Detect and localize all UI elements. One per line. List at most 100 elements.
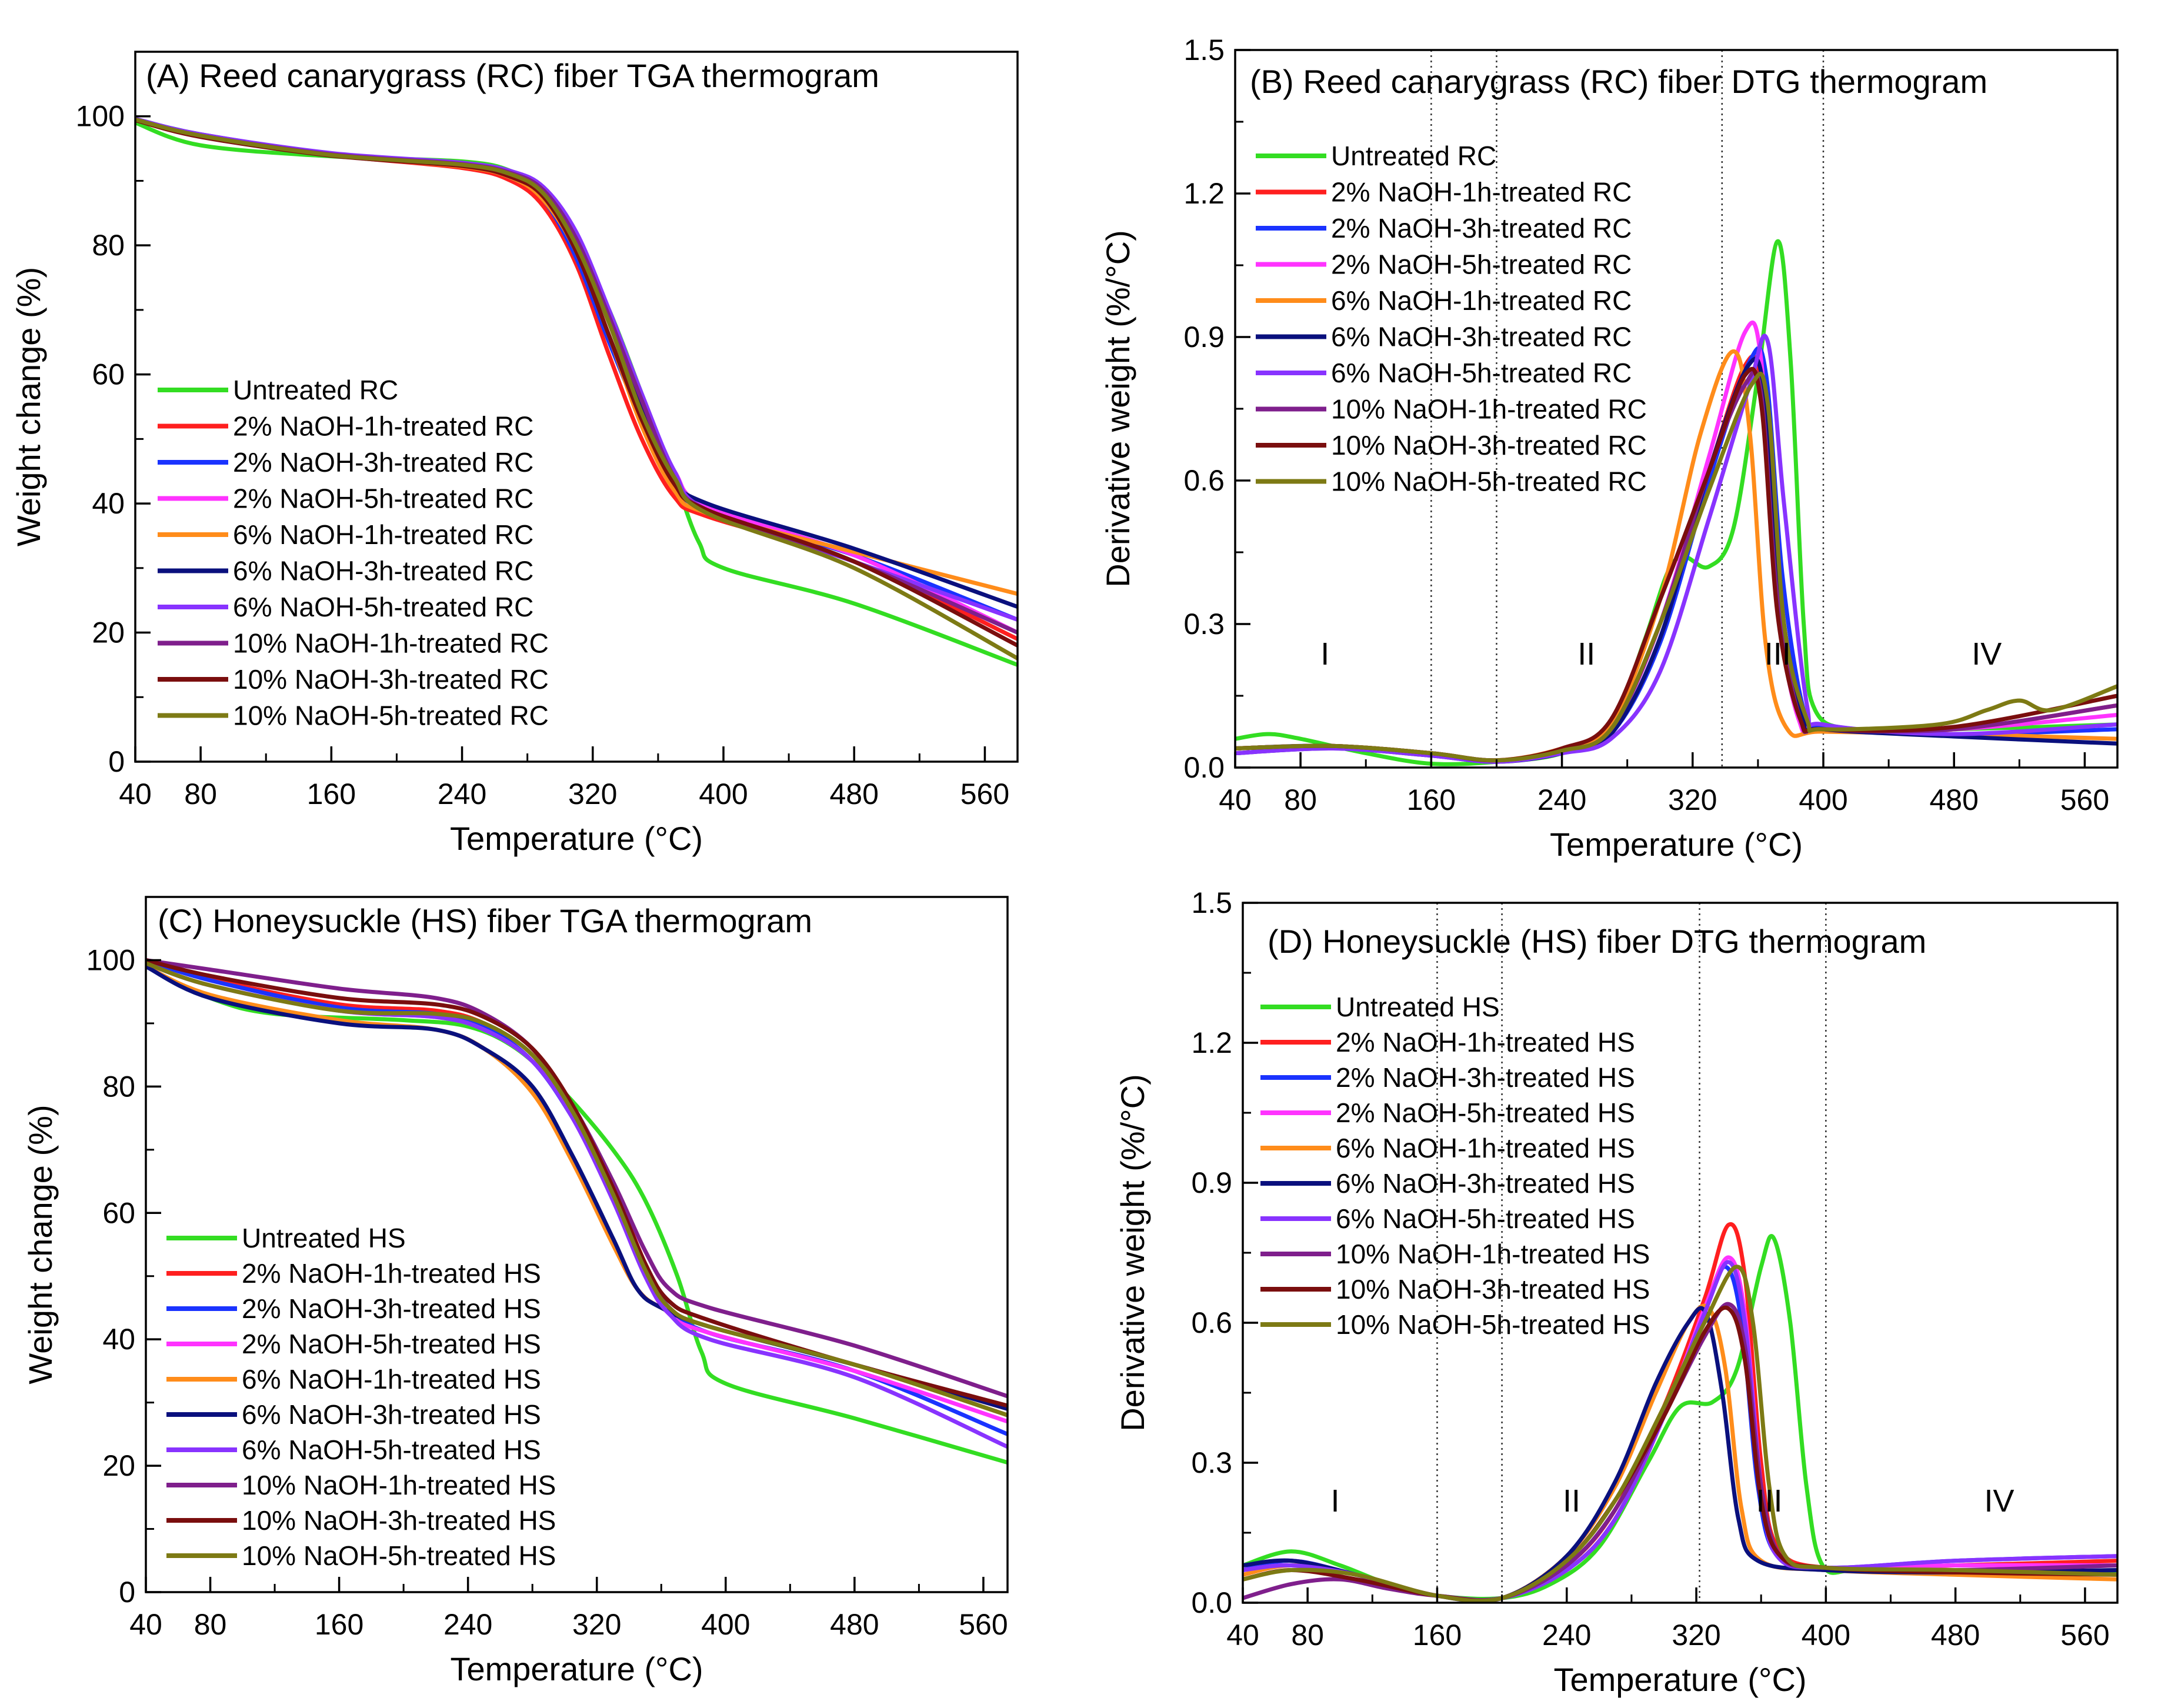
region-label: IV xyxy=(1984,1483,2014,1519)
legend-entry: 6% NaOH-5h-treated RC xyxy=(233,592,533,622)
x-tick-label: 240 xyxy=(1542,1619,1591,1652)
x-tick-label: 80 xyxy=(194,1608,227,1641)
legend-entry: 10% NaOH-3h-treated HS xyxy=(1336,1274,1650,1305)
region-label: II xyxy=(1563,1483,1580,1519)
plot-frame xyxy=(134,51,1019,763)
x-tick-label: 560 xyxy=(959,1608,1008,1641)
x-tick-label: 40 xyxy=(129,1608,162,1641)
y-tick-label: 0.9 xyxy=(1183,321,1225,353)
x-tick-label: 480 xyxy=(830,778,879,810)
panel-title: (C) Honeysuckle (HS) fiber TGA thermogra… xyxy=(158,902,812,939)
x-tick-label: 80 xyxy=(184,778,217,810)
region-label: I xyxy=(1330,1483,1339,1519)
legend: Untreated HS 2% NaOH-1h-treated HS 2% NaOH… xyxy=(1260,992,1650,1340)
x-tick-label: 240 xyxy=(438,778,486,810)
y-tick-label: 20 xyxy=(102,1449,135,1482)
x-axis-label: Temperature (°C) xyxy=(450,1650,703,1687)
panel-title: (D) Honeysuckle (HS) fiber DTG thermogra… xyxy=(1268,923,1926,960)
legend-entry: 6% NaOH-5h-treated HS xyxy=(242,1435,541,1465)
legend-entry: 2% NaOH-1h-treated RC xyxy=(233,411,533,442)
x-tick-label: 480 xyxy=(1931,1619,1980,1652)
legend-entry: 10% NaOH-1h-treated RC xyxy=(1331,394,1647,425)
x-tick-label: 160 xyxy=(307,778,356,810)
y-tick-label: 0 xyxy=(119,1576,135,1609)
legend-entry: 2% NaOH-3h-treated RC xyxy=(233,447,533,478)
series-line xyxy=(135,117,1018,660)
series-group xyxy=(146,958,1008,1465)
x-tick-label: 560 xyxy=(2060,1619,2109,1652)
x-tick-label: 400 xyxy=(1799,783,1847,816)
region-label: III xyxy=(1765,636,1791,672)
panel-a: 40 80 160 240 320 400 480 560 0 20 40 60 80 100 Temper… xyxy=(10,51,1019,857)
y-tick-label: 20 xyxy=(92,616,125,649)
y-tick-label: 0.6 xyxy=(1191,1306,1232,1339)
series-line xyxy=(1235,372,2117,763)
legend-entry: 6% NaOH-5h-treated HS xyxy=(1336,1203,1635,1234)
y-tick-label: 0 xyxy=(108,745,125,778)
y-tick-label: 100 xyxy=(76,100,125,133)
legend-entry: 6% NaOH-3h-treated RC xyxy=(1331,322,1632,352)
legend-entry: 10% NaOH-5h-treated RC xyxy=(233,700,549,731)
panel-title: (A) Reed canarygrass (RC) fiber TGA ther… xyxy=(146,57,879,94)
y-tick-label: 0.3 xyxy=(1191,1446,1232,1479)
series-group xyxy=(1235,239,2117,766)
legend-entry: 2% NaOH-3h-treated RC xyxy=(1331,213,1632,243)
x-tick-label: 480 xyxy=(830,1608,879,1641)
legend-entry: Untreated RC xyxy=(1331,141,1496,171)
legend-entry: 10% NaOH-3h-treated HS xyxy=(242,1505,556,1536)
series-group xyxy=(135,116,1018,667)
legend-entry: 10% NaOH-3h-treated RC xyxy=(1331,430,1647,461)
legend-entry: 6% NaOH-3h-treated RC xyxy=(233,556,533,586)
y-tick-label: 1.2 xyxy=(1183,177,1225,210)
y-tick-label: 1.5 xyxy=(1183,34,1225,66)
y-tick-label: 40 xyxy=(102,1323,135,1356)
x-tick-label: 240 xyxy=(443,1608,492,1641)
legend: Untreated RC 2% NaOH-1h-treated RC 2% NaOH… xyxy=(1256,141,1647,497)
legend-entry: Untreated HS xyxy=(1336,992,1500,1022)
x-axis-label: Temperature (°C) xyxy=(1550,826,1803,863)
plot-frame xyxy=(145,896,1009,1593)
y-tick-label: 60 xyxy=(92,358,125,391)
x-tick-label: 80 xyxy=(1291,1619,1324,1652)
x-tick-label: 400 xyxy=(1802,1619,1850,1652)
legend-entry: 6% NaOH-3h-treated HS xyxy=(1336,1168,1635,1199)
legend-entry: 10% NaOH-3h-treated RC xyxy=(233,664,549,695)
y-tick-label: 0.6 xyxy=(1183,464,1225,497)
series-line xyxy=(1243,1303,2117,1603)
y-tick-label: 60 xyxy=(102,1196,135,1229)
y-tick-label: 80 xyxy=(102,1070,135,1103)
x-tick-label: 40 xyxy=(119,778,152,810)
x-tick-label: 80 xyxy=(1284,783,1317,816)
legend-entry: 6% NaOH-1h-treated HS xyxy=(242,1364,541,1395)
y-tick-label: 40 xyxy=(92,487,125,520)
legend-entry: 10% NaOH-5h-treated HS xyxy=(242,1540,556,1571)
panel-b: 40 80 160 240 320 400 480 560 0.0 0.3 0.6 0.9 1.2 1.5… xyxy=(1099,34,2119,863)
series-line xyxy=(1235,366,2117,763)
legend-entry: 2% NaOH-1h-treated HS xyxy=(1336,1027,1635,1058)
x-tick-label: 320 xyxy=(568,778,617,810)
legend-entry: 2% NaOH-1h-treated RC xyxy=(1331,177,1632,208)
panel-title: (B) Reed canarygrass (RC) fiber DTG ther… xyxy=(1250,63,1987,100)
x-tick-label: 160 xyxy=(1413,1619,1462,1652)
y-tick-label: 1.5 xyxy=(1191,886,1232,919)
y-tick-label: 0.0 xyxy=(1191,1586,1232,1619)
x-tick-label: 400 xyxy=(701,1608,750,1641)
x-tick-label: 160 xyxy=(1407,783,1456,816)
legend-entry: 2% NaOH-5h-treated RC xyxy=(233,483,533,514)
legend-entry: 10% NaOH-5h-treated RC xyxy=(1331,466,1647,497)
x-tick-label: 480 xyxy=(1930,783,1979,816)
x-axis-label: Temperature (°C) xyxy=(450,820,703,857)
region-label: III xyxy=(1756,1483,1782,1519)
legend-entry: 6% NaOH-5h-treated RC xyxy=(1331,358,1632,388)
series-line xyxy=(1243,1306,2117,1603)
legend-entry: 10% NaOH-1h-treated HS xyxy=(1336,1239,1650,1269)
series-group xyxy=(1243,1222,2117,1603)
region-label: I xyxy=(1320,636,1329,672)
x-tick-label: 320 xyxy=(1668,783,1717,816)
x-tick-label: 320 xyxy=(1672,1619,1720,1652)
x-tick-label: 560 xyxy=(2060,783,2109,816)
y-tick-label: 0.0 xyxy=(1183,751,1225,784)
series-line xyxy=(1243,1265,2117,1603)
y-tick-label: 1.2 xyxy=(1191,1026,1232,1059)
